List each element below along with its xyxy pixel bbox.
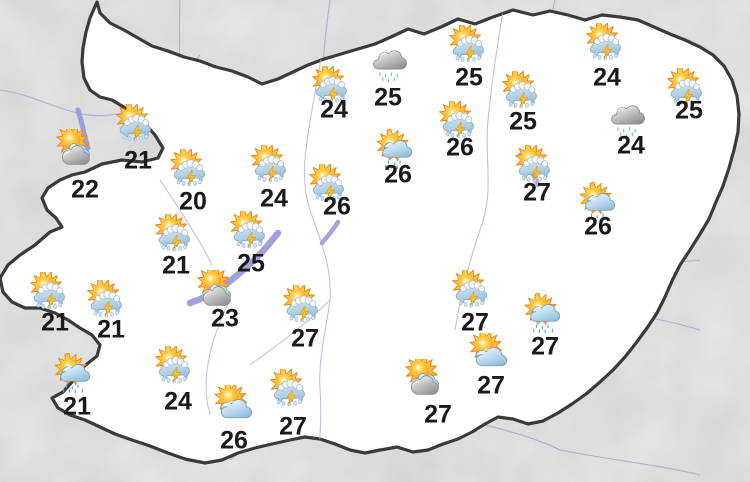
svg-text:25: 25: [237, 250, 265, 278]
svg-text:27: 27: [531, 333, 559, 361]
svg-text:26: 26: [323, 193, 351, 221]
svg-text:24: 24: [617, 132, 645, 160]
svg-text:27: 27: [279, 413, 307, 441]
svg-text:24: 24: [320, 96, 348, 124]
svg-text:21: 21: [124, 147, 152, 175]
svg-text:20: 20: [179, 188, 207, 216]
svg-text:25: 25: [509, 108, 537, 136]
svg-text:21: 21: [162, 252, 190, 280]
svg-text:22: 22: [71, 176, 99, 204]
svg-text:24: 24: [164, 388, 192, 416]
svg-text:26: 26: [384, 161, 412, 189]
svg-text:24: 24: [593, 64, 621, 92]
svg-text:27: 27: [523, 179, 551, 207]
svg-text:24: 24: [260, 185, 288, 213]
svg-text:23: 23: [211, 305, 239, 333]
svg-text:25: 25: [374, 84, 402, 112]
svg-text:25: 25: [455, 64, 483, 92]
svg-text:25: 25: [675, 97, 703, 125]
svg-text:27: 27: [424, 401, 452, 429]
svg-text:21: 21: [63, 393, 91, 421]
svg-text:27: 27: [291, 325, 319, 353]
svg-text:27: 27: [461, 309, 489, 337]
svg-text:26: 26: [584, 213, 612, 241]
svg-text:26: 26: [446, 134, 474, 162]
svg-text:26: 26: [220, 427, 248, 455]
svg-text:27: 27: [477, 372, 505, 400]
svg-text:21: 21: [97, 316, 125, 344]
svg-text:21: 21: [41, 309, 69, 337]
